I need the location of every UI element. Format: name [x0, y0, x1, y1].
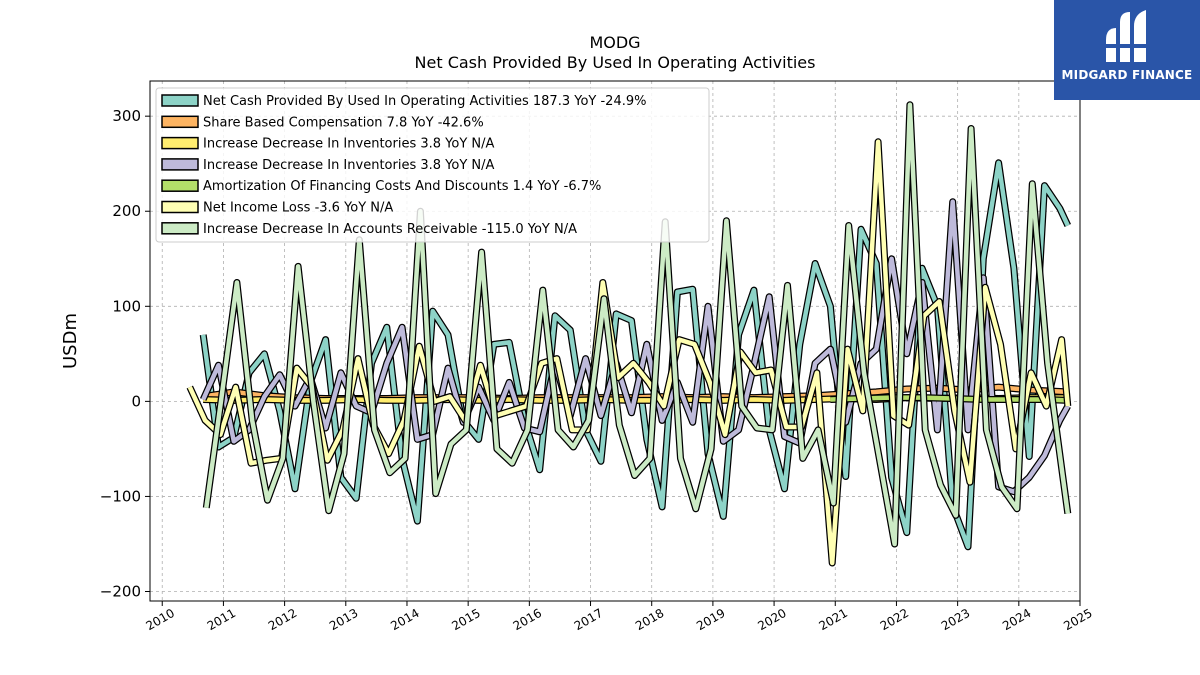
legend-box — [155, 87, 710, 243]
brand-logo: MIDGARD FINANCE — [1054, 0, 1200, 100]
chart-subtitle: Net Cash Provided By Used In Operating A… — [415, 53, 816, 72]
x-tick-label: 2023 — [939, 606, 972, 633]
y-tick-label: 300 — [112, 107, 141, 125]
legend-entry: Increase Decrease In Inventories 3.8 YoY… — [203, 137, 495, 152]
x-tick-label: 2017 — [572, 606, 605, 633]
legend-swatch — [161, 179, 199, 192]
legend-entry: Net Income Loss -3.6 YoY N/A — [203, 201, 393, 216]
series-line — [204, 102, 1071, 547]
x-tick-label: 2016 — [511, 606, 544, 633]
x-tick-label: 2024 — [1000, 606, 1033, 633]
chart-title: MODG — [589, 33, 640, 52]
plot-frame — [149, 80, 1081, 602]
y-tick-label: −100 — [100, 487, 141, 505]
x-tick-label: 2019 — [694, 606, 727, 633]
legend-swatch — [161, 158, 199, 171]
y-tick-label: 100 — [112, 297, 141, 315]
x-tick-label: 2015 — [449, 606, 482, 633]
x-tick-label: 2025 — [1061, 606, 1094, 633]
legend-entry: Increase Decrease In Accounts Receivable… — [203, 222, 577, 237]
series-line — [187, 139, 1071, 566]
x-tick-label: 2021 — [817, 606, 850, 633]
y-axis-label: USDm — [60, 313, 81, 369]
x-tick-label: 2020 — [755, 606, 788, 633]
x-tick-label: 2011 — [205, 606, 238, 633]
legend-entry: Amortization Of Financing Costs And Disc… — [203, 179, 601, 194]
x-tick-label: 2018 — [633, 606, 666, 633]
x-tick-label: 2010 — [144, 606, 177, 633]
brand-name: MIDGARD FINANCE — [1061, 68, 1193, 82]
legend-entry: Net Cash Provided By Used In Operating A… — [203, 94, 646, 109]
brand-emblem-icon — [1106, 10, 1146, 62]
x-tick-label: 2012 — [266, 606, 299, 633]
y-tick-label: 0 — [131, 392, 141, 410]
legend-swatch — [161, 94, 199, 107]
y-tick-label: −200 — [100, 582, 141, 600]
x-tick-label: 2013 — [327, 606, 360, 633]
legend-entry: Share Based Compensation 7.8 YoY -42.6% — [203, 115, 484, 130]
y-tick-label: 200 — [112, 202, 141, 220]
legend-swatch — [161, 115, 199, 129]
legend-swatch — [161, 136, 199, 150]
legend-entry: Increase Decrease In Inventories 3.8 YoY… — [203, 158, 495, 173]
legend: Net Cash Provided By Used In Operating A… — [155, 87, 710, 243]
series-layer — [186, 101, 1072, 567]
legend-swatch — [161, 200, 199, 214]
x-tick-label: 2014 — [388, 606, 421, 633]
x-tick-label: 2022 — [878, 606, 911, 633]
legend-swatch — [161, 222, 199, 235]
